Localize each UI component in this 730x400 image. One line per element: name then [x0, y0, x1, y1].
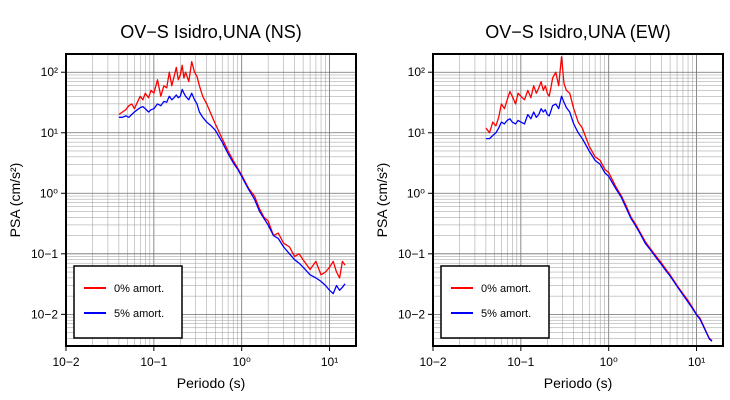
chart-title-ns: OV−S Isidro,UNA (NS) [120, 22, 302, 42]
y-tick-label: 10−2 [31, 307, 58, 321]
chart-title-ew: OV−S Isidro,UNA (EW) [485, 22, 671, 42]
y-axis-label-ns: PSA (cm/s²) [7, 163, 23, 238]
y-tick-label: 10−2 [398, 307, 425, 321]
series-line-damped-5pct-ns [118, 88, 346, 295]
legend-frame [73, 265, 183, 339]
series-line-undamped-ns [118, 60, 346, 279]
series-line-undamped-ew [485, 56, 713, 342]
legend-label: 0% amort. [481, 283, 531, 295]
y-axis-label-ew: PSA (cm/s²) [374, 163, 390, 238]
chart-panel-ns: OV−S Isidro,UNA (NS) Periodo (s) PSA (cm… [7, 22, 357, 391]
series-line-damped-5pct-ew [485, 95, 713, 342]
legend-frame [440, 265, 550, 339]
legend-label: 0% amort. [114, 283, 164, 295]
y-tick-label: 10² [408, 65, 425, 79]
legend-ew: 0% amort. 5% amort. [440, 265, 550, 339]
y-tick-label: 10⁰ [40, 186, 58, 200]
x-tick-label: 10−1 [140, 355, 167, 369]
plot-area-ns [118, 60, 346, 295]
x-tick-label: 10−2 [419, 355, 446, 369]
legend-ns: 0% amort. 5% amort. [73, 265, 183, 339]
y-tick-label: 10−1 [31, 247, 58, 261]
legend-label: 5% amort. [114, 308, 164, 320]
y-tick-label: 10¹ [408, 126, 425, 140]
plot-frame-ns [65, 53, 357, 347]
x-tick-label: 10⁰ [600, 355, 618, 369]
x-tick-label: 10−2 [52, 355, 79, 369]
ticks-ew: 10−2 10−1 10⁰ 10¹ 10−2 10−1 10⁰ 10¹ 10² [398, 65, 705, 369]
y-tick-label: 10⁰ [407, 186, 425, 200]
x-tick-label: 10⁰ [233, 355, 251, 369]
x-tick-label: 10¹ [321, 355, 338, 369]
ticks-ns: 10−2 10−1 10⁰ 10¹ 10−2 10−1 10⁰ 10¹ 10² [31, 65, 338, 369]
legend-label: 5% amort. [481, 308, 531, 320]
x-tick-label: 10−1 [507, 355, 534, 369]
plot-area-ew [485, 56, 713, 342]
x-tick-label: 10¹ [688, 355, 705, 369]
y-tick-label: 10−1 [398, 247, 425, 261]
x-axis-label-ns: Periodo (s) [177, 375, 245, 391]
y-tick-label: 10¹ [41, 126, 58, 140]
x-axis-label-ew: Periodo (s) [544, 375, 612, 391]
y-tick-label: 10² [41, 65, 58, 79]
plot-frame-ew [432, 53, 724, 347]
chart-panel-ew: OV−S Isidro,UNA (EW) Periodo (s) PSA (cm… [374, 22, 724, 391]
